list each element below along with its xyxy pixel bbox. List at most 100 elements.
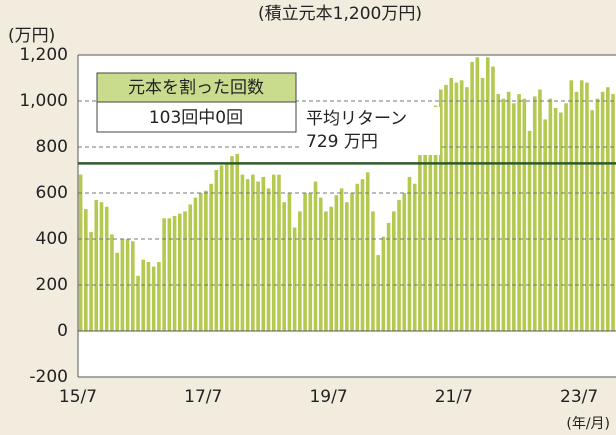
bar	[444, 84, 448, 332]
x-tick-label: 19/7	[309, 387, 347, 407]
bar	[172, 216, 177, 331]
bar	[99, 202, 104, 331]
bar	[600, 91, 605, 331]
y-tick-label: 600	[36, 183, 68, 203]
bar	[532, 96, 537, 332]
bar	[470, 61, 474, 332]
bar	[188, 204, 193, 331]
x-tick-label: 17/7	[184, 387, 222, 407]
bar	[329, 206, 333, 331]
bar	[371, 211, 375, 331]
bar	[496, 94, 501, 331]
bar	[209, 183, 213, 331]
bar	[350, 193, 354, 331]
bar	[141, 259, 146, 331]
bar	[84, 209, 88, 331]
bar	[465, 87, 469, 331]
bar	[517, 94, 521, 331]
bar	[449, 78, 454, 331]
bar	[183, 211, 187, 331]
y-tick-label: 0	[57, 321, 68, 341]
bar	[553, 107, 558, 332]
x-tick-label: 15/7	[59, 387, 97, 407]
bar	[339, 188, 344, 331]
bar	[224, 163, 229, 331]
bar	[151, 266, 156, 331]
bar	[355, 183, 360, 331]
bar	[480, 78, 485, 331]
legend-box-text: 103回中0回	[149, 108, 243, 128]
bar	[193, 197, 198, 331]
bar	[256, 181, 260, 331]
y-tick-label: 400	[36, 229, 68, 249]
bar	[485, 57, 490, 332]
bar	[590, 110, 594, 331]
bar	[245, 179, 250, 331]
bar	[397, 199, 401, 331]
bar	[423, 153, 427, 331]
y-tick-label: 1,000	[19, 91, 68, 111]
bar	[454, 82, 459, 331]
bar	[360, 179, 365, 331]
bar	[491, 66, 495, 331]
bar	[298, 211, 302, 331]
bar	[407, 176, 412, 331]
bar	[261, 176, 266, 331]
bar	[177, 213, 182, 331]
bar	[334, 195, 339, 331]
bar	[543, 119, 547, 332]
bar	[271, 174, 276, 331]
bar	[365, 172, 370, 331]
bar	[564, 103, 568, 331]
bar	[438, 89, 443, 331]
bar	[324, 211, 328, 331]
y-tick-label: 1,200	[19, 45, 68, 65]
y-tick-label: 200	[36, 275, 68, 295]
bar	[251, 174, 255, 331]
bar	[198, 193, 203, 331]
bar	[110, 234, 114, 331]
y-tick-label: 800	[36, 137, 68, 157]
bar	[89, 232, 93, 331]
bar	[303, 193, 307, 331]
legend-box-body	[96, 101, 297, 133]
bar	[266, 188, 271, 331]
bar	[308, 193, 313, 331]
bar	[146, 262, 151, 331]
legend-box-title: 元本を割った回数	[128, 78, 264, 98]
x-axis-label: (年/月)	[566, 416, 610, 432]
bar	[527, 130, 532, 331]
bar	[381, 236, 386, 331]
y-axis-label: (万円)	[8, 26, 55, 46]
bar	[501, 98, 506, 331]
bar	[287, 193, 292, 331]
bar	[569, 80, 574, 331]
annotation-name: 平均リターン	[306, 109, 407, 129]
bar	[240, 174, 245, 331]
bar	[559, 112, 563, 331]
bar	[548, 98, 553, 331]
bar	[428, 142, 433, 331]
bar	[412, 183, 417, 331]
bar	[115, 252, 119, 331]
bar	[402, 193, 407, 331]
bar	[162, 218, 166, 331]
bar	[78, 174, 83, 331]
bar	[219, 165, 224, 331]
bar	[167, 218, 172, 331]
bar	[606, 87, 610, 331]
bar	[204, 190, 208, 331]
annotation-value: 729 万円	[306, 132, 378, 152]
bar	[459, 80, 464, 331]
y-tick-label: -200	[29, 367, 68, 387]
bar	[595, 98, 600, 331]
bar	[104, 206, 109, 331]
bar	[157, 262, 161, 331]
bar	[386, 222, 391, 331]
bar	[611, 94, 615, 331]
bar	[522, 98, 527, 331]
bar	[538, 89, 542, 331]
bar	[392, 211, 396, 331]
bar	[313, 181, 318, 331]
bar	[512, 103, 516, 331]
